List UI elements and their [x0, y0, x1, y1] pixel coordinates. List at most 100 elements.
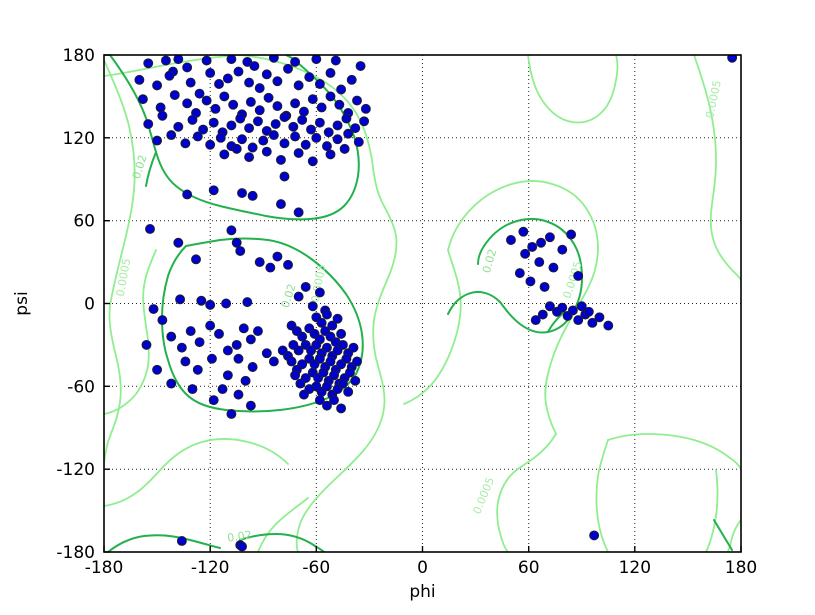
data-point	[341, 113, 352, 124]
data-point	[152, 80, 163, 91]
data-point	[237, 134, 247, 145]
data-point	[288, 121, 299, 132]
y-tick-label: -60	[67, 377, 95, 397]
data-point	[534, 257, 545, 268]
data-point	[245, 334, 256, 345]
data-point	[268, 55, 279, 63]
data-point	[293, 207, 304, 218]
data-point	[226, 225, 237, 236]
data-point	[334, 99, 345, 110]
data-point	[330, 55, 341, 66]
data-point	[182, 98, 193, 109]
data-point	[192, 131, 203, 142]
data-point	[261, 348, 272, 359]
data-point	[520, 248, 531, 259]
data-point	[182, 62, 193, 73]
data-point	[152, 364, 163, 375]
data-point	[332, 313, 343, 324]
data-point	[155, 102, 166, 113]
data-point	[279, 171, 290, 182]
data-point	[304, 72, 315, 83]
data-point	[311, 55, 322, 65]
data-point	[263, 92, 274, 103]
data-point	[322, 342, 332, 353]
data-point	[252, 116, 263, 127]
data-point	[603, 320, 614, 331]
data-point	[173, 237, 184, 248]
data-point	[258, 135, 269, 146]
x-tick-label: 120	[619, 558, 651, 578]
data-point	[539, 281, 550, 292]
data-point	[322, 400, 332, 411]
data-point	[527, 241, 538, 252]
data-point	[325, 91, 336, 102]
data-point	[182, 189, 193, 200]
data-point	[226, 55, 237, 65]
data-point	[268, 356, 279, 367]
data-point	[210, 103, 221, 114]
data-point	[261, 146, 272, 157]
data-point	[228, 99, 239, 110]
data-point	[573, 270, 584, 281]
data-point	[247, 362, 258, 372]
data-point	[594, 312, 605, 323]
data-point	[311, 339, 322, 350]
data-point	[249, 61, 260, 71]
data-point	[279, 138, 290, 149]
data-point	[293, 80, 304, 91]
data-point	[341, 353, 352, 364]
data-point	[221, 298, 232, 309]
data-point	[548, 262, 559, 273]
data-point	[272, 76, 283, 87]
contour-high-alpha	[161, 237, 364, 413]
data-point	[325, 356, 336, 367]
data-point	[237, 188, 247, 199]
data-point	[323, 127, 334, 138]
data-point	[359, 116, 370, 127]
data-point	[290, 56, 301, 67]
data-point	[205, 299, 216, 310]
data-point	[214, 328, 224, 339]
data-point	[226, 120, 237, 131]
data-point	[727, 55, 738, 63]
data-point	[314, 395, 325, 406]
data-point	[191, 254, 201, 265]
data-point	[299, 389, 309, 400]
contour-low-left-helix	[447, 180, 599, 435]
data-point	[587, 317, 598, 328]
data-point	[567, 305, 578, 316]
data-point	[166, 331, 177, 342]
data-point	[245, 400, 256, 411]
data-point	[316, 317, 327, 328]
y-tick-label: 120	[63, 129, 95, 149]
data-point	[247, 190, 258, 201]
data-point	[226, 408, 237, 419]
data-point	[329, 395, 339, 406]
data-point	[277, 345, 288, 356]
contour-low-bottom-mid-dip	[595, 439, 609, 552]
data-point	[557, 302, 568, 313]
data-point	[187, 114, 198, 125]
data-point	[205, 139, 216, 150]
data-point	[268, 130, 279, 141]
data-point	[332, 134, 343, 145]
data-point	[166, 378, 177, 389]
data-point	[288, 339, 299, 350]
data-point	[176, 536, 187, 546]
data-point	[137, 94, 148, 105]
data-point	[329, 370, 339, 381]
data-point	[336, 403, 347, 414]
y-tick-label: -180	[56, 543, 95, 563]
data-point	[299, 106, 309, 117]
data-point	[293, 291, 304, 302]
x-tick-label: -120	[191, 558, 230, 578]
data-point	[346, 74, 357, 85]
data-point	[208, 395, 219, 406]
data-point	[222, 73, 233, 84]
data-point	[244, 123, 255, 134]
data-point	[175, 294, 186, 305]
data-point	[152, 135, 163, 146]
x-tick-label: -60	[302, 558, 330, 578]
